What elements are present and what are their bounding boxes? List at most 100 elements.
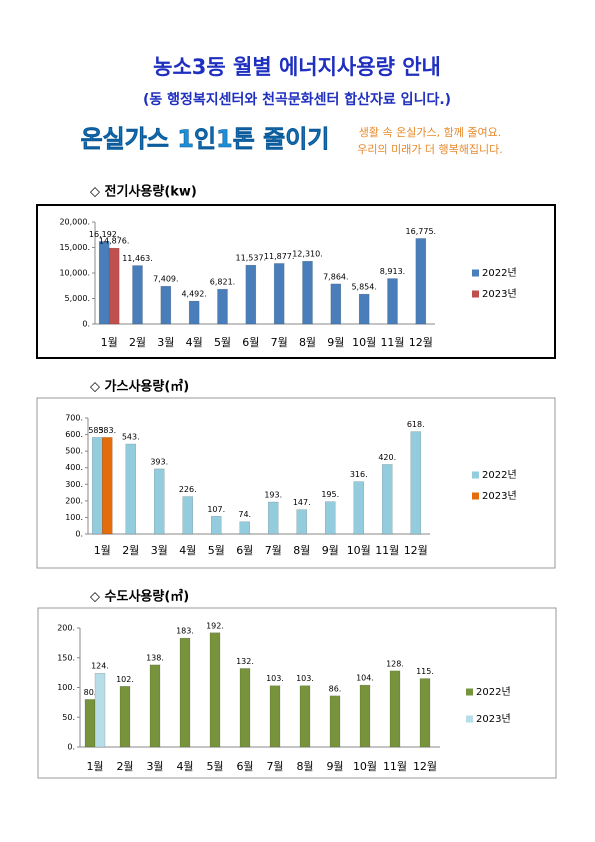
value-label: 583. (98, 426, 116, 435)
y-tick-label: 600. (65, 430, 83, 439)
x-tick-label: 9월 (326, 760, 343, 773)
bar (132, 265, 143, 325)
chart-title: ◇ 전기사용량(kw) (90, 184, 197, 200)
x-tick-label: 4월 (176, 760, 193, 773)
x-tick-label: 7월 (271, 336, 288, 349)
value-label: 183. (176, 627, 194, 636)
y-tick-label: 200. (65, 496, 83, 505)
legend-swatch (472, 290, 479, 298)
value-label: 16,192. (89, 230, 120, 239)
bar (269, 685, 281, 748)
bar (239, 668, 251, 748)
x-tick-label: 9월 (322, 544, 339, 557)
x-tick-label: 11월 (375, 544, 399, 557)
y-tick-label: 150. (57, 653, 75, 662)
value-label: 138. (146, 653, 164, 662)
bar (102, 437, 113, 535)
legend-label: 2022년 (482, 267, 517, 279)
value-label: 115. (416, 667, 434, 676)
bar (125, 443, 136, 535)
x-tick-label: 3월 (146, 760, 163, 773)
x-tick-label: 7월 (266, 760, 283, 773)
y-tick-label: 5,000. (65, 294, 90, 303)
chart-title: ◇ 가스사용량(㎥) (90, 379, 189, 395)
value-label: 316. (350, 470, 368, 479)
x-tick-label: 11월 (380, 336, 404, 349)
x-tick-label: 12월 (404, 544, 428, 557)
y-tick-label: 0. (82, 320, 90, 329)
x-tick-label: 10월 (353, 760, 377, 773)
value-label: 8,913. (380, 267, 405, 276)
bar (415, 238, 427, 325)
legend-swatch (472, 471, 479, 479)
value-label: 103. (296, 674, 314, 683)
x-tick-label: 12월 (413, 760, 437, 773)
x-tick-label: 6월 (236, 544, 253, 557)
chart-title: ◇ 수도사용량(㎥) (90, 589, 189, 605)
x-tick-label: 3월 (151, 544, 168, 557)
bar (108, 247, 120, 325)
bar (209, 632, 221, 748)
value-label: 74. (238, 510, 251, 519)
bar (302, 260, 313, 325)
x-tick-label: 1월 (94, 544, 111, 557)
bar (119, 686, 131, 748)
bar (273, 263, 285, 325)
y-tick-label: 100. (65, 513, 83, 522)
value-label: 618. (407, 420, 425, 429)
value-label: 86. (329, 684, 342, 693)
bar (353, 481, 364, 535)
legend-label: 2022년 (482, 469, 517, 481)
y-tick-label: 200. (57, 624, 75, 633)
value-label: 11,463. (122, 254, 153, 263)
subtitle: (동 행정복지센터와 천곡문화센터 합산자료 입니다.) (143, 91, 451, 108)
value-label: 7,864. (323, 272, 348, 281)
bar (299, 685, 311, 748)
x-tick-label: 3월 (157, 336, 174, 349)
bar (84, 699, 96, 748)
legend-swatch (466, 715, 473, 723)
value-label: 124. (91, 662, 109, 671)
x-tick-label: 10월 (347, 544, 371, 557)
value-label: 226. (179, 485, 197, 494)
value-label: 102. (116, 675, 134, 684)
x-tick-label: 9월 (327, 336, 344, 349)
bar (325, 501, 336, 535)
y-tick-label: 300. (65, 480, 83, 489)
x-tick-label: 12월 (409, 336, 433, 349)
x-tick-label: 5월 (214, 336, 231, 349)
bar (419, 678, 431, 748)
value-label: 12,310. (292, 250, 323, 259)
x-tick-label: 1월 (101, 336, 118, 349)
y-tick-label: 700. (65, 414, 83, 423)
bar (98, 241, 110, 325)
bar (358, 293, 370, 325)
x-tick-label: 2월 (129, 336, 146, 349)
x-tick-label: 8월 (293, 544, 310, 557)
y-tick-label: 500. (65, 447, 83, 456)
x-tick-label: 4월 (179, 544, 196, 557)
value-label: 583. (88, 426, 106, 435)
value-label: 14,876. (99, 237, 130, 246)
value-label: 393. (150, 457, 168, 466)
bar (268, 501, 279, 535)
legend-label: 2022년 (476, 686, 511, 698)
legend-label: 2023년 (476, 713, 511, 725)
x-tick-label: 8월 (296, 760, 313, 773)
y-tick-label: 400. (65, 463, 83, 472)
banner-line: 생활 속 온실가스, 함께 줄여요. (359, 125, 501, 139)
bar (94, 672, 106, 748)
bar (359, 684, 371, 748)
x-tick-label: 2월 (122, 544, 139, 557)
x-tick-label: 6월 (242, 336, 259, 349)
bar (410, 431, 421, 535)
value-label: 543. (122, 433, 140, 442)
chart-frame (36, 397, 556, 569)
y-tick-label: 50. (62, 713, 75, 722)
bar (149, 664, 161, 748)
value-label: 192. (206, 621, 224, 630)
bar (382, 464, 393, 535)
legend-swatch (472, 269, 479, 277)
x-tick-label: 1월 (86, 760, 103, 773)
